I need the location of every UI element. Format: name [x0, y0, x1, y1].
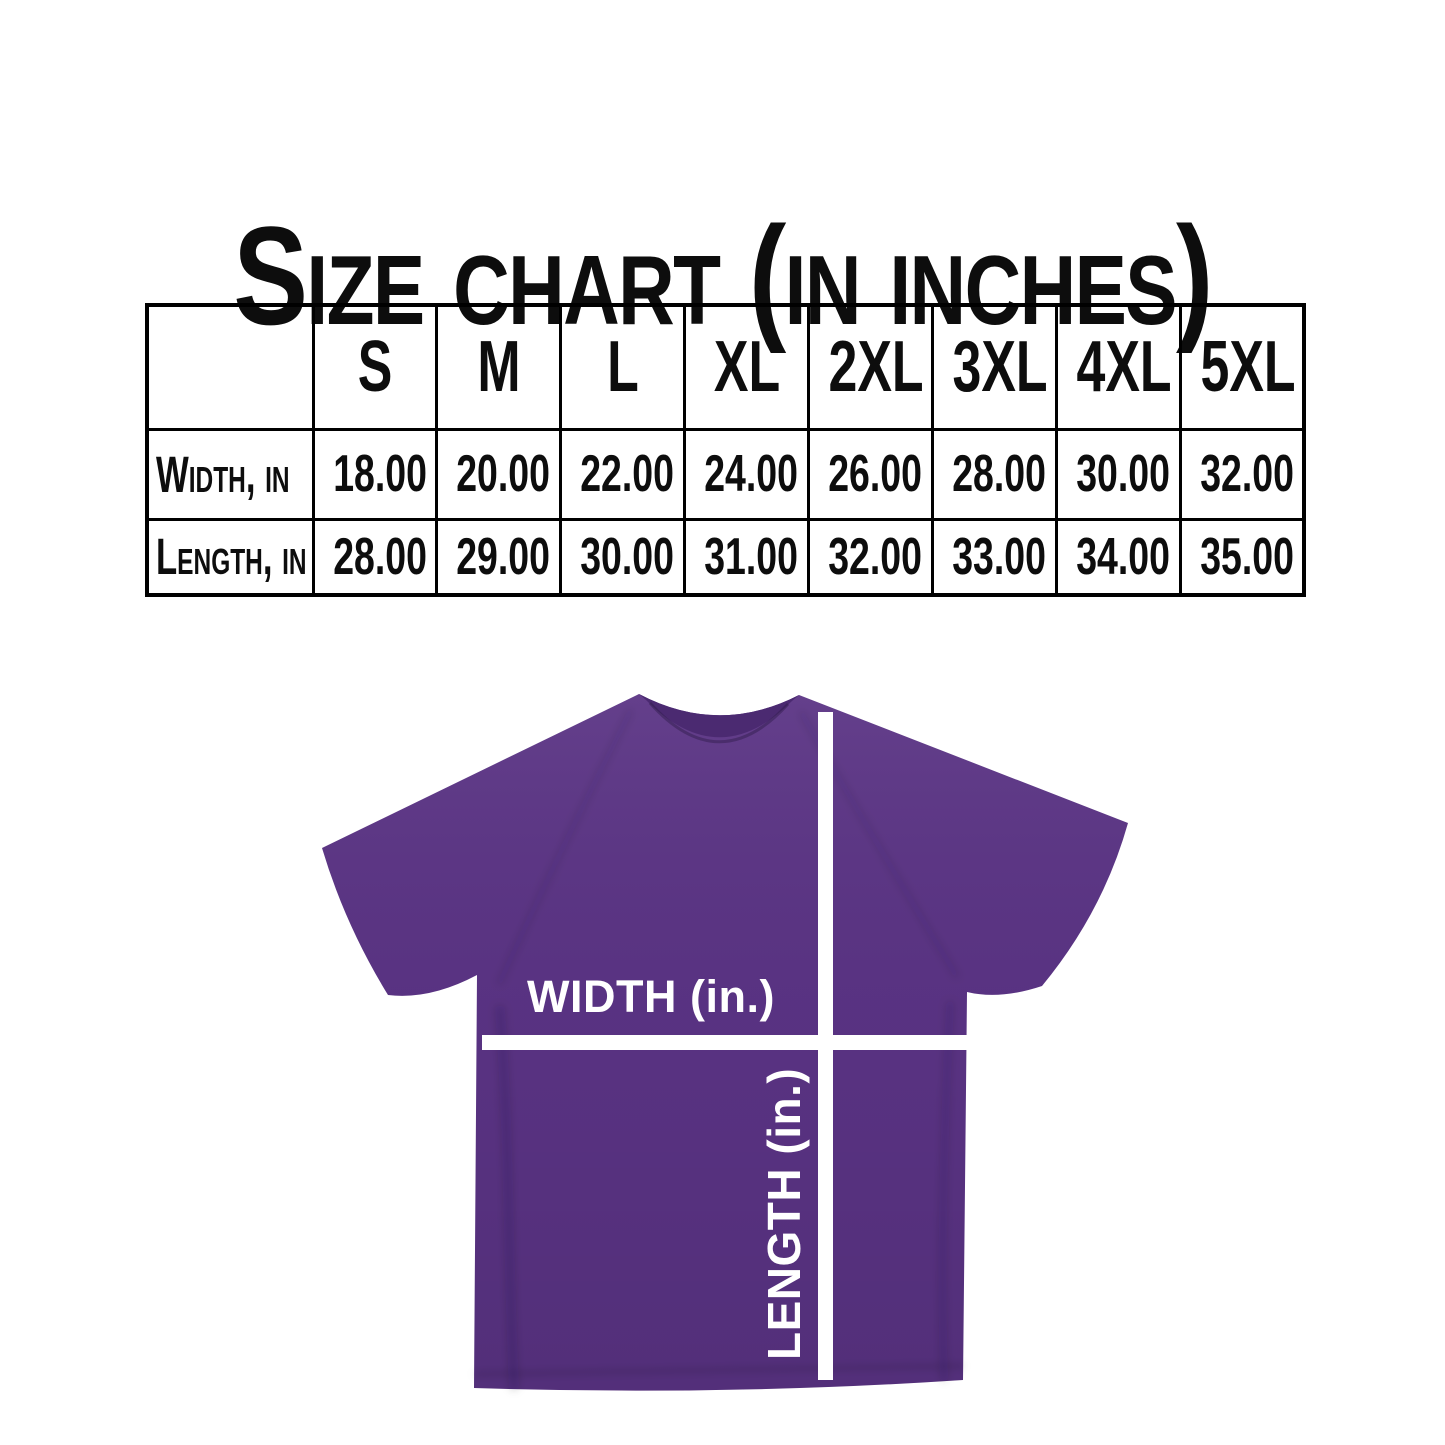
corner-cell [145, 303, 315, 431]
length-value-s: 28.00 [311, 517, 439, 597]
width-value-s: 18.00 [311, 427, 439, 521]
width-value-m: 20.00 [435, 427, 563, 521]
width-measure-label: WIDTH (in.) [527, 971, 775, 1022]
size-header-4xl: 4XL [1054, 303, 1182, 431]
length-value-2xl: 32.00 [807, 517, 934, 597]
width-value-2xl: 26.00 [807, 427, 934, 521]
length-value-4xl: 34.00 [1054, 517, 1182, 597]
length-value-l: 30.00 [559, 517, 687, 597]
size-header-2xl: 2XL [807, 303, 934, 431]
size-header-m: M [435, 303, 563, 431]
size-table: S M L XL 2XL 3XL 4XL 5XL Width, in 18.00… [145, 303, 1306, 597]
length-value-3xl: 33.00 [930, 517, 1058, 597]
size-header-5xl: 5XL [1178, 303, 1306, 431]
width-value-5xl: 32.00 [1178, 427, 1306, 521]
size-header-xl: XL [683, 303, 810, 431]
size-header-s: S [311, 303, 439, 431]
width-value-4xl: 30.00 [1054, 427, 1182, 521]
length-measure-label: LENGTH (in.) [758, 1067, 810, 1360]
table-header-row: S M L XL 2XL 3XL 4XL 5XL [145, 303, 1306, 431]
width-value-3xl: 28.00 [930, 427, 1058, 521]
width-value-xl: 24.00 [683, 427, 810, 521]
length-row: Length, in 28.00 29.00 30.00 31.00 32.00… [145, 517, 1306, 597]
size-header-3xl: 3XL [930, 303, 1058, 431]
collar-seam [648, 701, 790, 744]
size-header-l: L [559, 303, 687, 431]
width-value-l: 22.00 [559, 427, 687, 521]
collar-band [639, 694, 799, 738]
fabric-creases [474, 709, 964, 1391]
width-row-label: Width, in [145, 427, 315, 521]
length-value-m: 29.00 [435, 517, 563, 597]
length-value-5xl: 35.00 [1178, 517, 1306, 597]
width-measure-line [482, 1035, 968, 1050]
length-row-label: Length, in [145, 517, 315, 597]
length-value-xl: 31.00 [683, 517, 810, 597]
length-measure-line [818, 712, 833, 1380]
width-row: Width, in 18.00 20.00 22.00 24.00 26.00 … [145, 427, 1306, 521]
